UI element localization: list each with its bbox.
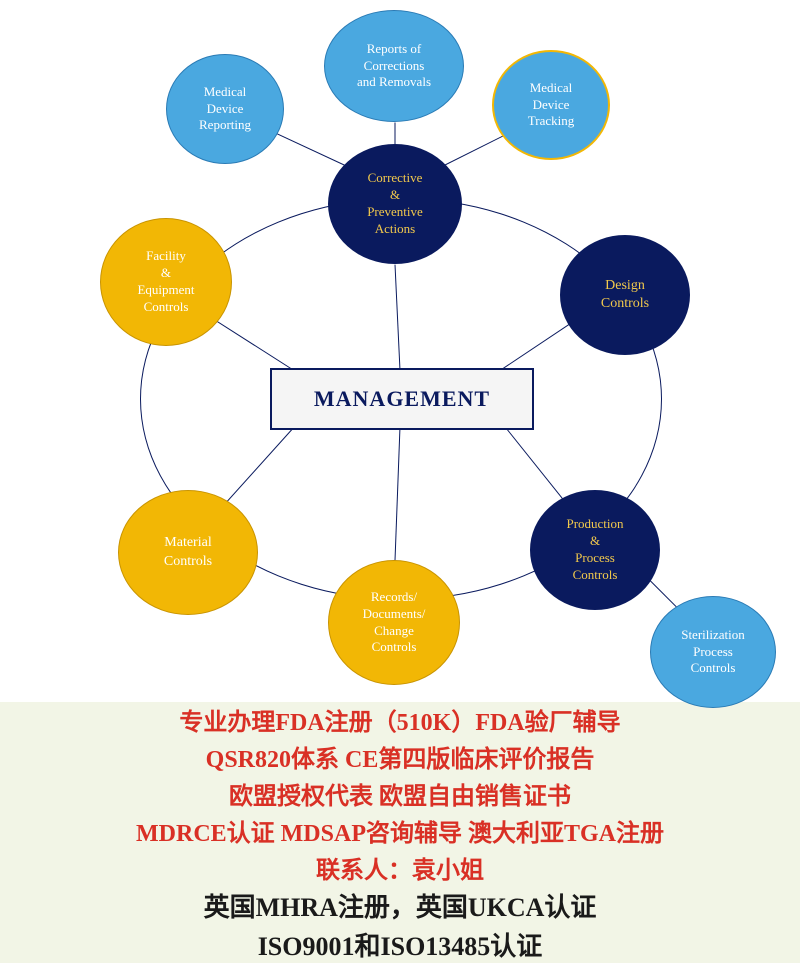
node-records: Records/Documents/ChangeControls bbox=[328, 560, 460, 685]
footer-line-4: 联系人：袁小姐 bbox=[0, 850, 800, 885]
node-reports: Reports ofCorrectionsand Removals bbox=[324, 10, 464, 122]
edge bbox=[395, 123, 396, 145]
node-sterile: SterilizationProcessControls bbox=[650, 596, 776, 708]
footer-line-1: QSR820体系 CE第四版临床评价报告 bbox=[0, 739, 800, 774]
footer-line-5: 英国MHRA注册，英国UKCA认证 bbox=[0, 887, 800, 924]
node-facility: Facility&EquipmentControls bbox=[100, 218, 232, 346]
footer-line-2: 欧盟授权代表 欧盟自由销售证书 bbox=[0, 776, 800, 811]
node-capa: Corrective&PreventiveActions bbox=[328, 144, 462, 264]
footer-line-6: ISO9001和ISO13485认证 bbox=[0, 926, 800, 963]
node-design: DesignControls bbox=[560, 235, 690, 355]
management-diagram: MANAGEMENT Corrective&PreventiveActions De… bbox=[0, 0, 800, 700]
node-material: MaterialControls bbox=[118, 490, 258, 615]
services-footer: 专业办理FDA注册（510K）FDA验厂辅导QSR820体系 CE第四版临床评价… bbox=[0, 702, 800, 963]
node-tracking: MedicalDeviceTracking bbox=[492, 50, 610, 160]
center-box: MANAGEMENT bbox=[270, 368, 534, 430]
footer-line-3: MDRCE认证 MDSAP咨询辅导 澳大利亚TGA注册 bbox=[0, 813, 800, 848]
footer-line-0: 专业办理FDA注册（510K）FDA验厂辅导 bbox=[0, 702, 800, 737]
node-production: Production&ProcessControls bbox=[530, 490, 660, 610]
node-mdr: MedicalDeviceReporting bbox=[166, 54, 284, 164]
